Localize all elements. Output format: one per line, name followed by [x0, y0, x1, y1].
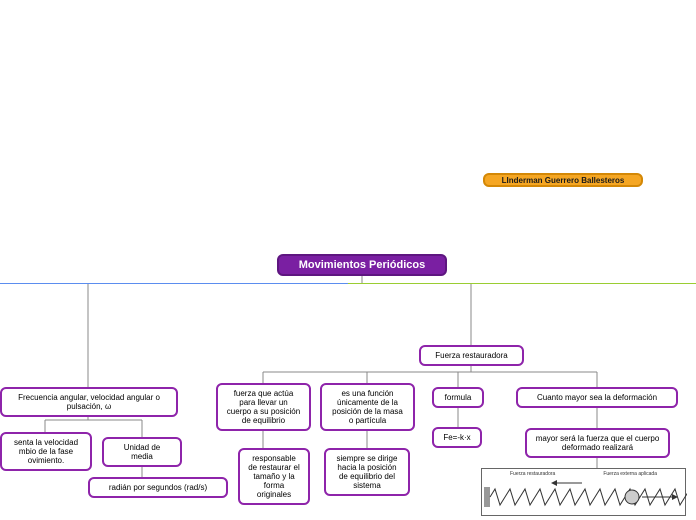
title-text: Movimientos Periódicos — [299, 259, 426, 271]
author-node: LInderman Guerrero Ballesteros — [483, 173, 643, 187]
node-siempre_dirige: siempre se dirige hacia la posición de e… — [324, 448, 410, 496]
split-line-right — [348, 283, 696, 284]
spring-label-left: Fuerza restauradora — [510, 471, 555, 477]
node-radian: radián por segundos (rad/s) — [88, 477, 228, 498]
spring-label-right: Fuerza externa aplicada — [603, 471, 657, 477]
node-unidad: Unidad de media — [102, 437, 182, 467]
node-fuerza_actua: fuerza que actúa para llevar un cuerpo a… — [216, 383, 311, 431]
node-formula: formula — [432, 387, 484, 408]
spring-svg — [482, 479, 687, 515]
title-node: Movimientos Periódicos — [277, 254, 447, 276]
node-fuerza_rest: Fuerza restauradora — [419, 345, 524, 366]
split-line-left — [0, 283, 348, 284]
node-responsable: responsable de restaurar el tamaño y la … — [238, 448, 310, 505]
node-senta_vel: senta la velocidad mbio de la fase ovimi… — [0, 432, 92, 471]
spring-diagram: Fuerza restauradora Fuerza externa aplic… — [481, 468, 686, 516]
node-cuanto_mayor: Cuanto mayor sea la deformación — [516, 387, 678, 408]
author-text: LInderman Guerrero Ballesteros — [502, 176, 625, 185]
node-mayor_sera: mayor será la fuerza que el cuerpo defor… — [525, 428, 670, 458]
node-fe_kx: Fe=-k·x — [432, 427, 482, 448]
node-es_una_funcion: es una función únicamente de la posición… — [320, 383, 415, 431]
node-freq_ang: Frecuencia angular, velocidad angular o … — [0, 387, 178, 417]
spring-labels: Fuerza restauradora Fuerza externa aplic… — [482, 469, 685, 479]
